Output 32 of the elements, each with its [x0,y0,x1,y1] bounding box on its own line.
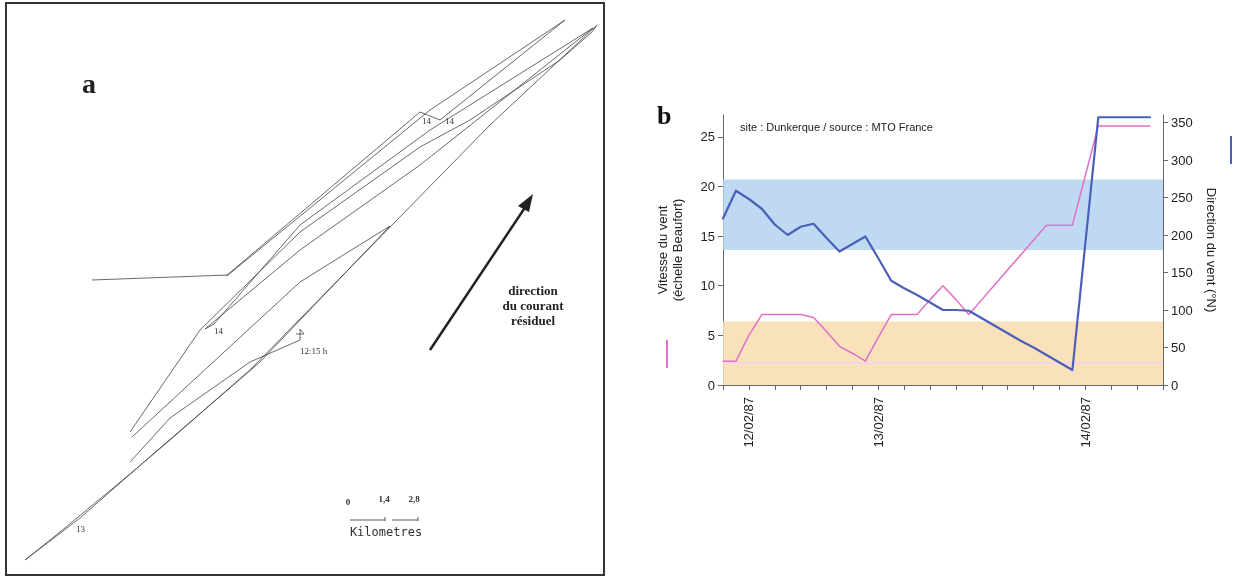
text: 1,4 [378,494,391,504]
y-tick-label: 10 [700,278,715,294]
text: 0 [345,497,351,507]
text: 12:15 h [300,346,328,356]
y-tick-label: 5 [707,327,715,343]
y2-tick-label: 350 [1171,115,1193,130]
y2-tick-label: 150 [1171,265,1193,280]
text: 2,8 [408,494,421,504]
y2-axis-title: Direction du vent (°N) [1203,187,1219,313]
chart-title: b [657,100,672,130]
y2-tick-label: 100 [1171,302,1193,318]
x-tick-label: 14/02/87 [1077,397,1093,448]
y2-tick-label: 50 [1171,340,1186,355]
text: a [82,68,96,99]
y2-tick-label: 200 [1171,227,1193,243]
y-tick-label: 15 [700,228,715,244]
y2-tick-label: 250 [1171,190,1193,205]
text: 13 [76,524,86,534]
text: 14 [445,116,455,126]
y-tick-label: 0 [707,377,715,393]
y2-tick-label: 300 [1171,152,1193,168]
text: 14 [422,116,432,126]
text: 14 [214,326,224,336]
y-tick-label: 20 [700,178,715,194]
text: direction du courant résiduel [502,283,565,328]
y2-tick-label: 0 [1171,377,1179,393]
annotation: site : Dunkerque / source : MTO France [740,120,933,133]
y-axis-title: Vitesse du vent (échelle Beaufort) [655,198,685,302]
text: Kilometres [349,525,423,539]
x-tick-label: 13/02/87 [870,397,886,448]
x-tick-label: 12/02/87 [741,397,757,448]
y-tick-label: 25 [700,129,715,145]
